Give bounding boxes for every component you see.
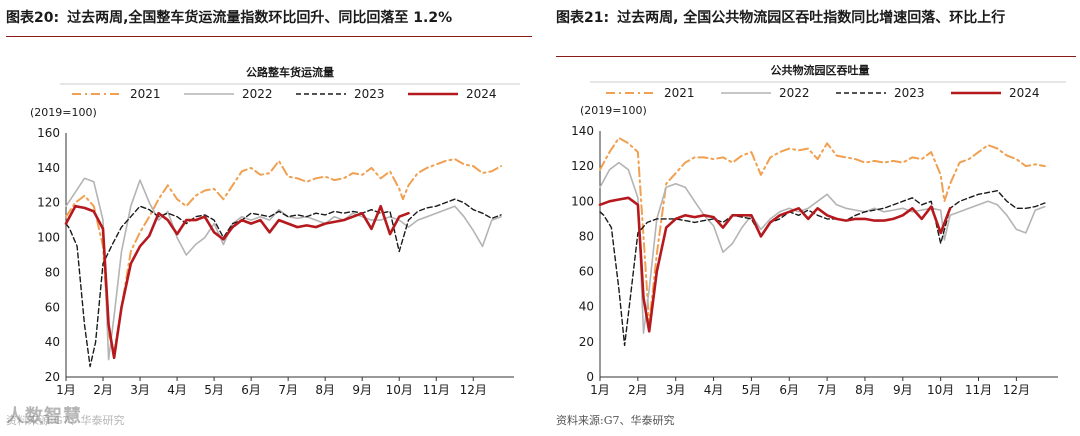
y-tick-label: 100 [571,194,594,208]
figure-number: 图表21: [556,10,610,26]
legend-label-2021: 2021 [664,86,695,100]
y-tick-label: 60 [45,300,60,314]
x-tick-label: 3月 [130,383,150,397]
series-line-2024 [64,204,410,360]
x-tick-label: 9月 [893,383,913,397]
x-tick-label: 6月 [241,383,261,397]
legend-label-2023: 2023 [354,87,385,101]
y-tick-label: 120 [37,196,60,210]
x-tick-label: 7月 [278,383,298,397]
y-tick-label: 20 [579,335,594,349]
x-tick-label: 2月 [628,383,648,397]
chart-left: 公路整车货运流量 2021 2022 2023 2024 (2019=100) 20 40 60… [30,65,520,397]
x-tick-label: 2月 [93,383,113,397]
legend-label-2022: 2022 [779,86,810,100]
figure-title: 图表20: 过去两周,全国整车货运流量指数环比回升、同比回落至 1.2% [6,6,532,31]
y-tick-label: 20 [45,370,60,384]
figure-left: 图表20: 过去两周,全国整车货运流量指数环比回升、同比回落至 1.2% 公路整车… [0,0,536,436]
legend-label-2024: 2024 [1009,86,1040,100]
series-line-2023 [599,190,1046,347]
legend-label-2022: 2022 [242,87,273,101]
y-axis-unit-label: (2019=100) [580,104,647,117]
x-tick-label: 11月 [423,383,450,397]
source-note: 资料来源:G7、华泰研究 [556,414,675,427]
x-tick-label: 1月 [56,383,76,397]
title-rule [556,56,1076,57]
x-tick-label: 10月 [927,383,954,397]
watermark: 人数智慧 [6,406,82,427]
y-tick-label: 160 [37,126,60,140]
source-note: 资料来源:G7、华泰研究 [6,414,125,427]
y-tick-label: 40 [579,300,594,314]
series-line-2022 [599,161,1046,334]
y-tick-label: 60 [579,265,594,279]
y-axis-unit-label: (2019=100) [30,106,97,119]
x-tick-label: 3月 [666,383,686,397]
figure-title-text: 过去两周,全国整车货运流量指数环比回升、同比回落至 1.2% [67,10,453,26]
series-line-2022 [65,177,502,361]
y-tick-label: 40 [45,335,60,349]
y-tick-label: 140 [571,124,594,138]
y-tick-label: 80 [45,265,60,279]
x-tick-label: 9月 [352,383,372,397]
figure-right: 图表21: 过去两周, 全国公共物流园区吞吐指数同比增速回落、环比上行 公共物流园… [550,0,1080,436]
series-line-2023 [65,198,502,368]
x-tick-label: 12月 [1003,383,1030,397]
y-tick-label: 0 [586,370,594,384]
y-tick-label: 100 [37,231,60,245]
x-tick-label: 4月 [704,383,724,397]
x-tick-label: 5月 [204,383,224,397]
x-tick-label: 10月 [386,383,413,397]
y-tick-label: 80 [579,229,594,243]
series-line-2021 [599,137,1046,326]
x-tick-label: 11月 [965,383,992,397]
x-tick-label: 1月 [590,383,610,397]
figure-title-text: 过去两周, 全国公共物流园区吞吐指数同比增速回落、环比上行 [617,10,1006,26]
x-tick-label: 5月 [742,383,762,397]
x-tick-label: 6月 [779,383,799,397]
y-tick-label: 120 [571,159,594,173]
chart-title: 公路整车货运流量 [246,65,334,79]
legend-label-2023: 2023 [894,86,925,100]
series-line-2024 [598,196,952,333]
series-line-2021 [65,158,502,354]
chart-title: 公共物流园区吞吐量 [771,63,870,77]
x-tick-label: 8月 [855,383,875,397]
x-tick-label: 12月 [460,383,487,397]
x-tick-label: 7月 [817,383,837,397]
figure-title: 图表21: 过去两周, 全国公共物流园区吞吐指数同比增速回落、环比上行 [556,6,1076,31]
title-rule [6,36,532,37]
chart-right: 公共物流园区吞吐量 2021 2022 2023 2024 (2019=100) 0 20 40… [571,63,1066,397]
figure-number: 图表20: [6,10,60,26]
x-tick-label: 4月 [167,383,187,397]
legend-label-2024: 2024 [466,87,497,101]
x-tick-label: 8月 [315,383,335,397]
y-tick-label: 140 [37,161,60,175]
legend-label-2021: 2021 [130,87,161,101]
